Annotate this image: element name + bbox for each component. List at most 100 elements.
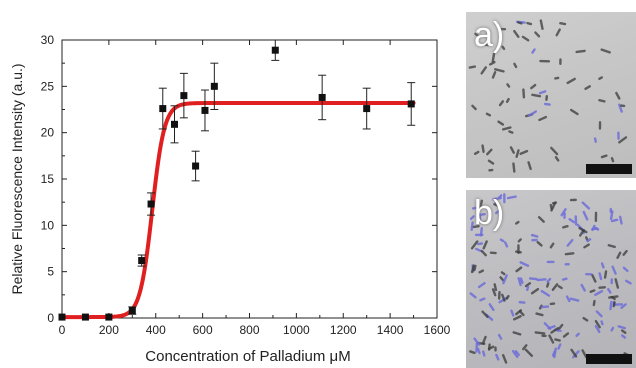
bacterium-cell bbox=[469, 215, 475, 221]
x-tick-label: 400 bbox=[146, 323, 166, 337]
bacterium-cell bbox=[510, 309, 515, 317]
bacterium-cell bbox=[485, 112, 492, 117]
bacterium-cell bbox=[524, 348, 534, 357]
bacterium-cell bbox=[618, 215, 623, 225]
bacterium-cell bbox=[591, 274, 597, 283]
data-point bbox=[271, 39, 280, 61]
plot-frame bbox=[61, 39, 438, 319]
bacterium-cell bbox=[620, 329, 627, 334]
bacterium-cell bbox=[512, 331, 522, 336]
bacterium-cell bbox=[493, 283, 498, 292]
bacterium-cell bbox=[539, 59, 551, 63]
bacterium-cell bbox=[477, 281, 486, 289]
data-point bbox=[128, 306, 137, 315]
bacterium-cell bbox=[481, 310, 489, 319]
bacterium-cell bbox=[530, 287, 540, 295]
bacterium-cell bbox=[622, 249, 628, 256]
bacterium-cell bbox=[578, 226, 588, 234]
bacterium-cell bbox=[564, 263, 570, 266]
bacterium-cell bbox=[527, 161, 532, 171]
bacterium-cell bbox=[530, 83, 537, 90]
bacterium-cell bbox=[540, 305, 550, 309]
bacterium-cell bbox=[538, 115, 548, 122]
fluorescence-chart: 0 200 400 600 800 1000 1200 1400 1600 0 5 10 15 20 25 3… bbox=[9, 33, 451, 365]
bacterium-cell bbox=[607, 287, 612, 294]
bacterium-cell bbox=[479, 297, 486, 302]
bacterium-cell bbox=[468, 65, 477, 69]
bacterium-cell bbox=[617, 325, 626, 330]
data-point bbox=[170, 105, 179, 144]
data-marker bbox=[318, 93, 326, 101]
bacterium-cell bbox=[549, 242, 555, 249]
y-tick-label: 25 bbox=[41, 79, 55, 93]
bacterium-cell bbox=[549, 302, 556, 306]
bacterium-cell bbox=[620, 104, 626, 108]
bacterium-cell bbox=[616, 251, 622, 259]
data-point bbox=[191, 150, 200, 182]
bacterium-cell bbox=[583, 243, 590, 249]
bacterium-cell bbox=[515, 266, 523, 273]
fit-curve bbox=[60, 101, 416, 320]
bacterium-cell bbox=[613, 303, 624, 306]
bacterium-cell bbox=[598, 286, 606, 289]
bacterium-cell bbox=[508, 130, 514, 134]
bacterium-cell bbox=[538, 304, 543, 310]
bacterium-cell bbox=[614, 278, 620, 289]
bacterium-cell bbox=[562, 224, 569, 229]
bacterium-cell bbox=[568, 218, 576, 224]
bacterium-cell bbox=[557, 343, 562, 350]
bacterium-cell bbox=[610, 218, 619, 223]
bacterium-cell bbox=[560, 208, 567, 217]
bacterium-cell bbox=[561, 277, 568, 281]
bacterium-cell bbox=[497, 291, 501, 300]
bacterium-cell bbox=[482, 240, 488, 250]
bacterium-cell bbox=[519, 261, 530, 267]
bacterium-cell bbox=[509, 146, 515, 154]
bacterium-cell bbox=[502, 274, 508, 285]
bacterium-cell bbox=[506, 195, 517, 200]
data-point bbox=[58, 313, 66, 321]
bacterium-cell bbox=[617, 131, 620, 140]
bacterium-cell bbox=[582, 210, 589, 221]
bacterium-cell bbox=[511, 349, 519, 359]
bacterium-cell bbox=[610, 326, 615, 332]
data-point bbox=[210, 62, 219, 110]
bacterium-cell bbox=[565, 295, 571, 303]
x-tick-label: 0 bbox=[59, 323, 66, 337]
bacterium-cell bbox=[581, 349, 588, 359]
x-tick-label: 1200 bbox=[330, 323, 357, 337]
bacterium-cell bbox=[475, 342, 479, 353]
bacterium-cell bbox=[582, 316, 589, 322]
bacterium-cell bbox=[472, 206, 478, 210]
bacterium-cell bbox=[624, 279, 632, 285]
bacterium-cell bbox=[610, 278, 613, 285]
data-marker bbox=[81, 313, 89, 321]
bacterium-cell bbox=[600, 262, 605, 269]
bacterium-cell bbox=[581, 201, 591, 210]
data-marker bbox=[138, 257, 146, 265]
data-point bbox=[318, 74, 327, 121]
y-tick-label: 10 bbox=[41, 218, 55, 232]
data-point bbox=[407, 82, 416, 126]
bacterium-cell bbox=[530, 233, 539, 238]
bacterium-cell bbox=[515, 309, 523, 316]
bacterium-cell bbox=[555, 28, 561, 37]
bacterium-cell bbox=[500, 271, 506, 276]
bacterium-cell bbox=[494, 68, 505, 73]
bacterium-cell bbox=[562, 332, 570, 338]
microscopy-panel-b: b) bbox=[466, 190, 636, 368]
data-point bbox=[81, 313, 89, 321]
bacterium-cell bbox=[506, 83, 511, 88]
data-marker bbox=[407, 100, 415, 108]
bacterium-cell bbox=[480, 66, 487, 75]
bacterium-cell bbox=[611, 265, 617, 275]
bacterium-cell bbox=[498, 194, 503, 199]
y-tick-label: 20 bbox=[41, 126, 55, 140]
data-marker bbox=[147, 200, 155, 208]
bacterium-cell bbox=[598, 121, 602, 130]
bacterium-cell bbox=[598, 76, 604, 81]
bacterium-cell bbox=[514, 350, 520, 356]
bacterium-cell bbox=[526, 21, 533, 26]
bacterium-cell bbox=[524, 282, 532, 288]
bacterium-cell bbox=[534, 31, 541, 38]
